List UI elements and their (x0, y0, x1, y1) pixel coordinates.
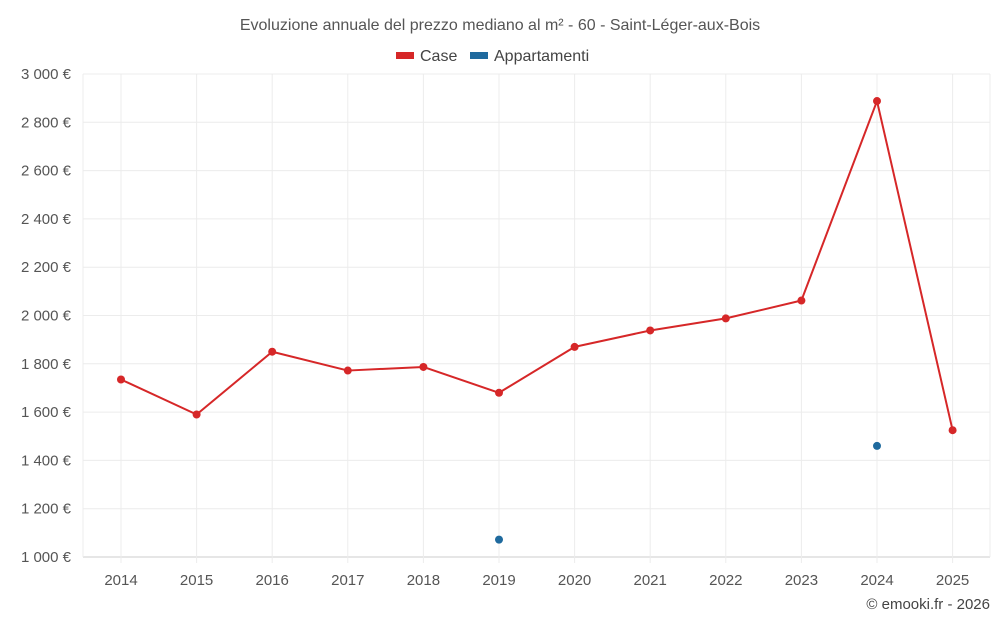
x-tick-label: 2024 (860, 572, 893, 589)
data-point-case[interactable] (797, 296, 806, 305)
x-tick-label: 2022 (709, 572, 742, 589)
data-point-appartamenti[interactable] (495, 535, 503, 544)
x-tick-label: 2018 (407, 572, 440, 589)
y-tick-label: 2 200 € (21, 259, 72, 276)
x-tick-label: 2016 (256, 572, 289, 589)
x-tick-label: 2017 (331, 572, 364, 589)
y-tick-label: 1 600 € (21, 404, 72, 421)
y-tick-label: 2 600 € (21, 163, 72, 180)
data-point-appartamenti[interactable] (873, 441, 881, 450)
series-line-case (120, 100, 954, 431)
data-point-case[interactable] (495, 388, 503, 397)
data-point-case[interactable] (117, 375, 125, 384)
data-point-case[interactable] (419, 362, 428, 371)
x-gridlines (82, 74, 991, 563)
data-point-case[interactable] (948, 426, 957, 435)
chart-title: Evoluzione annuale del prezzo mediano al… (240, 17, 760, 34)
y-tick-label: 1 800 € (21, 356, 72, 373)
y-tick-label: 1 400 € (21, 452, 72, 469)
y-gridlines (83, 73, 990, 558)
y-axis-ticks: 1 000 € 1 200 € 1 400 € 1 600 € 1 800 € 2 000… (21, 66, 72, 566)
data-point-case[interactable] (192, 410, 201, 419)
y-tick-label: 1 200 € (21, 501, 72, 518)
x-tick-label: 2019 (482, 572, 515, 589)
x-tick-label: 2014 (104, 572, 137, 589)
x-tick-label: 2021 (634, 572, 667, 589)
credit-text: © emooki.fr - 2026 (866, 596, 990, 613)
x-tick-label: 2020 (558, 572, 591, 589)
x-axis-ticks: 2014 2015 2016 2017 2018 2019 2020 2021 2022 2023… (104, 572, 969, 589)
x-tick-label: 2023 (785, 572, 818, 589)
y-tick-label: 2 800 € (21, 114, 72, 131)
data-point-case[interactable] (570, 342, 579, 351)
series-points (117, 97, 957, 544)
legend-swatch-appartamenti[interactable] (470, 52, 488, 59)
data-point-case[interactable] (721, 314, 730, 323)
data-point-case[interactable] (646, 326, 655, 335)
legend-label-appartamenti[interactable]: Appartamenti (494, 48, 589, 65)
legend[interactable]: Case Appartamenti (396, 48, 589, 65)
y-tick-label: 2 400 € (21, 211, 72, 228)
x-tick-label: 2015 (180, 572, 213, 589)
data-point-case[interactable] (268, 347, 277, 356)
x-tick-label: 2025 (936, 572, 969, 589)
series-lines (120, 100, 954, 431)
data-point-case[interactable] (343, 366, 352, 375)
data-point-case[interactable] (873, 97, 881, 106)
legend-label-case[interactable]: Case (420, 48, 457, 65)
y-tick-label: 1 000 € (21, 549, 72, 566)
y-tick-label: 3 000 € (21, 66, 72, 83)
legend-swatch-case[interactable] (396, 52, 414, 59)
y-tick-label: 2 000 € (21, 308, 72, 325)
